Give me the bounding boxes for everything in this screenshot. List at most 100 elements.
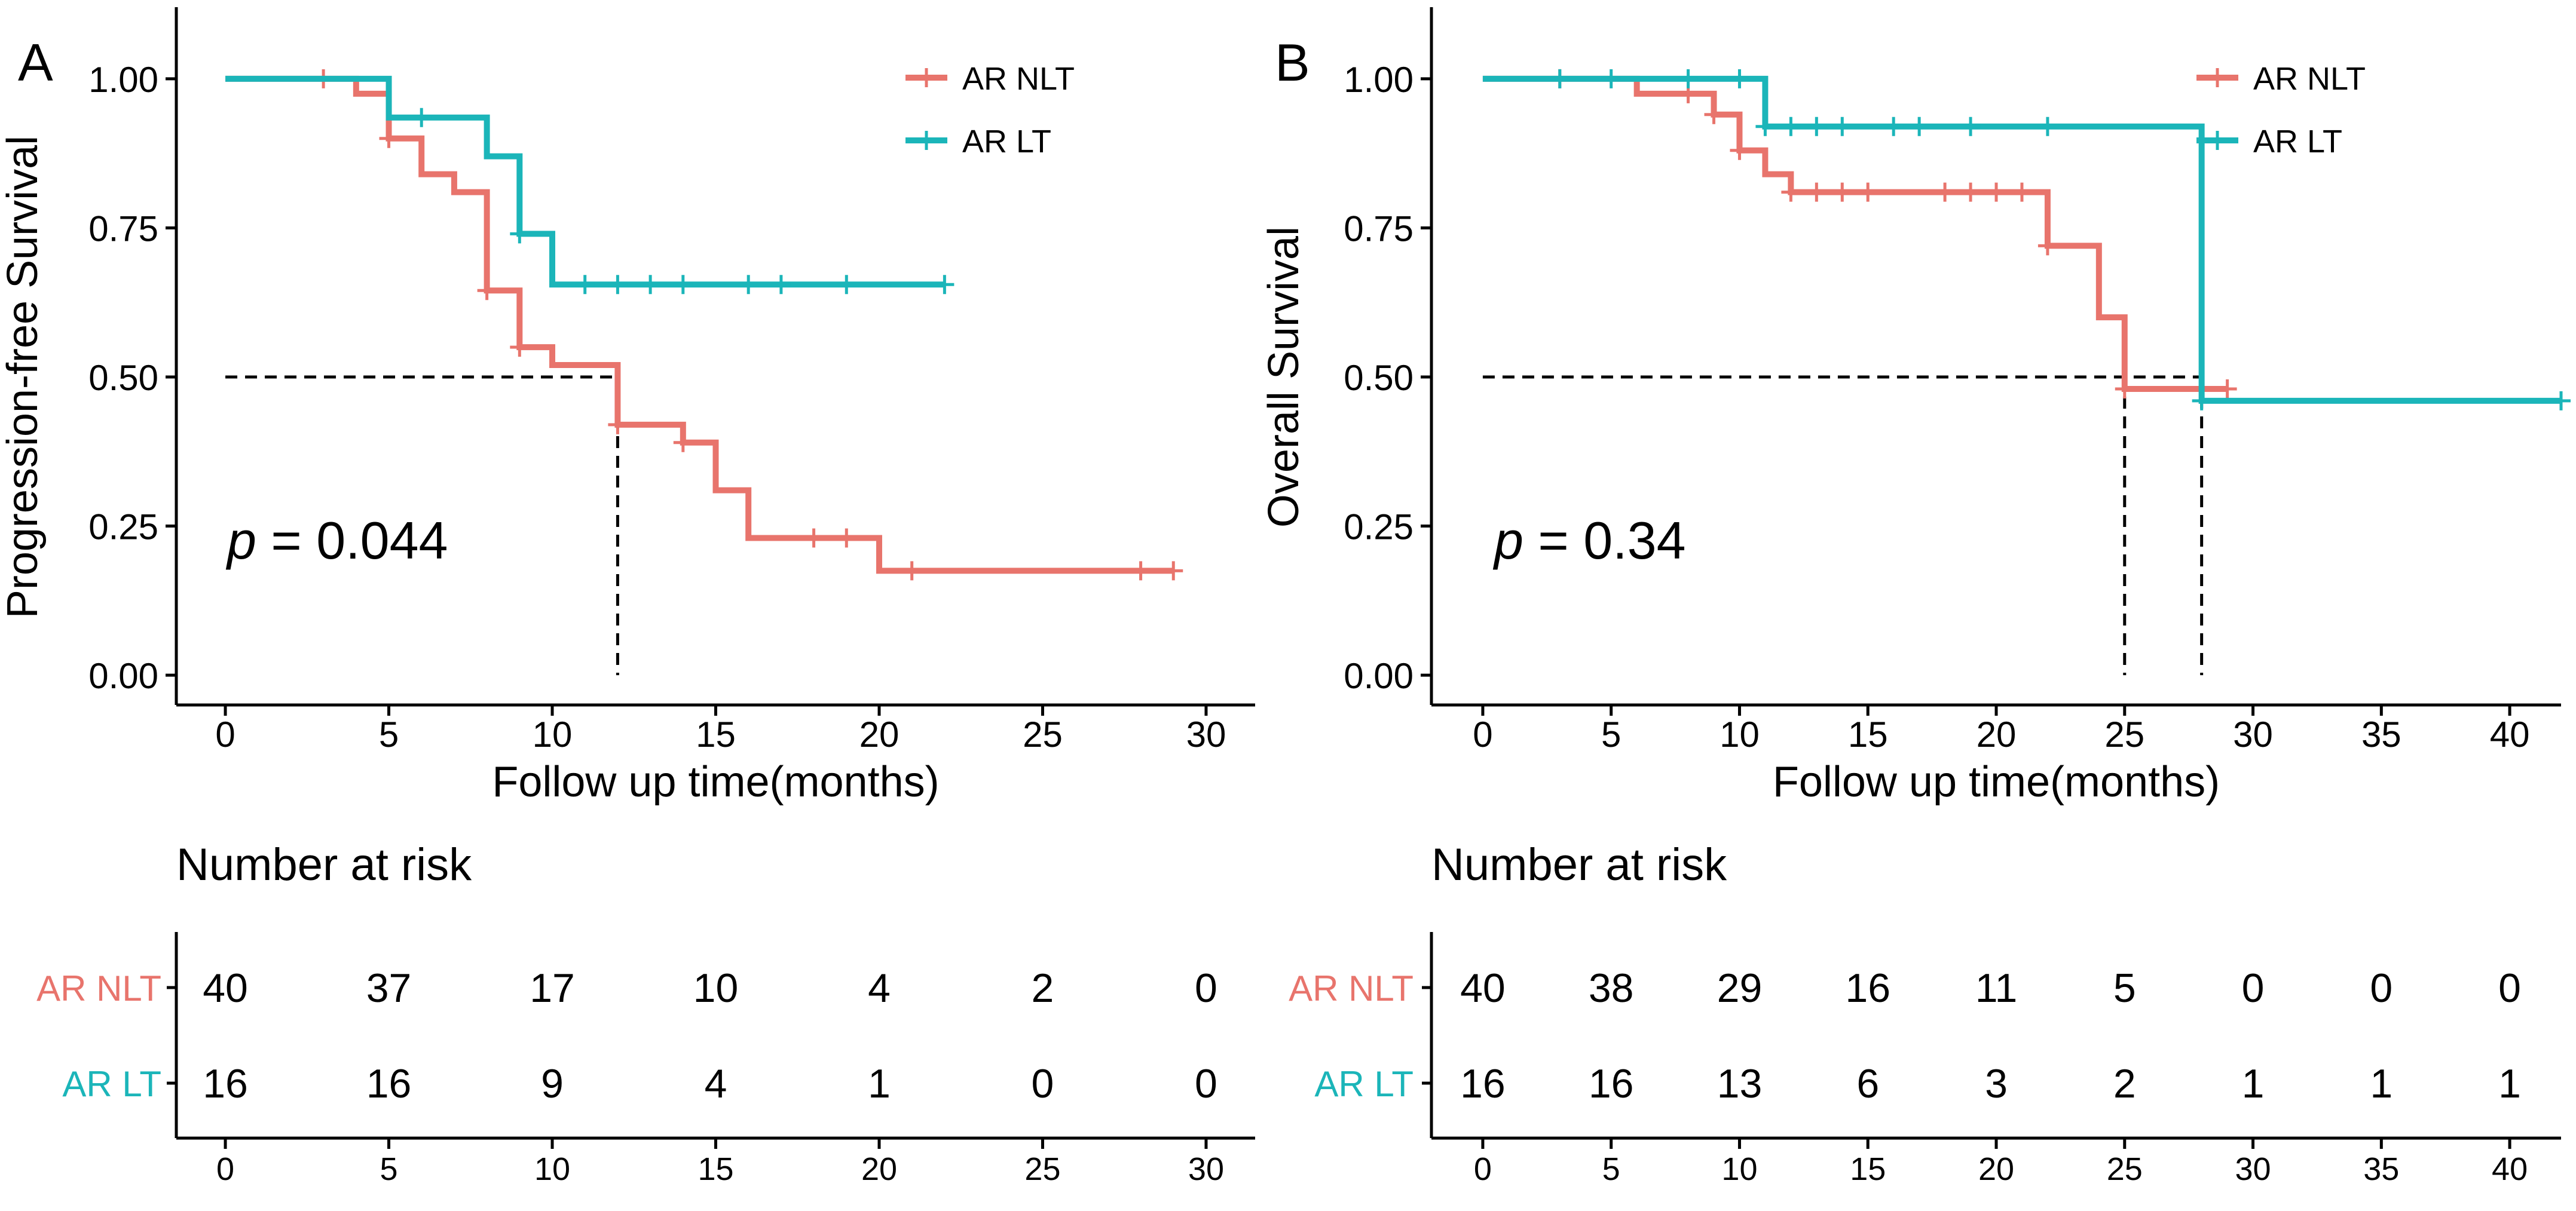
risk-count-ar-nlt: 2 [1032, 965, 1054, 1011]
censor-mark-ar-nlt [1781, 182, 1801, 202]
y-axis-title: Progression-free Survival [0, 136, 47, 618]
km-curve-ar-lt [225, 75, 945, 288]
risk-row-label-ar-lt: AR LT [1314, 1064, 1414, 1104]
risk-x-tick-label: 25 [1024, 1151, 1060, 1187]
km-curve-ar-lt [1482, 75, 2561, 404]
x-tick-label: 10 [533, 715, 573, 755]
censor-mark-ar-lt [935, 275, 954, 295]
censor-mark-ar-nlt [2012, 182, 2032, 202]
censor-mark-ar-lt [412, 108, 432, 127]
km-curve-ar-nlt [1482, 75, 2228, 392]
risk-count-ar-lt: 2 [2113, 1061, 2136, 1106]
censor-mark-ar-lt [1678, 69, 1698, 88]
risk-table-title: Number at risk [1431, 839, 1727, 890]
panel-label: A [18, 33, 53, 92]
censor-mark-ar-nlt [1730, 140, 1749, 160]
risk-count-ar-lt: 9 [541, 1061, 564, 1106]
risk-x-tick-label: 30 [2235, 1151, 2271, 1187]
risk-x-tick-label: 0 [1474, 1151, 1492, 1187]
censor-mark-ar-lt [2551, 391, 2571, 410]
risk-x-tick-label: 35 [2363, 1151, 2399, 1187]
x-tick-label: 20 [859, 715, 900, 755]
risk-x-tick-label: 5 [1602, 1151, 1620, 1187]
y-tick-label: 1.00 [1344, 60, 1414, 100]
censor-mark-ar-nlt [379, 128, 399, 148]
censor-mark-ar-nlt [804, 528, 824, 548]
risk-count-ar-nlt: 11 [1975, 965, 2018, 1011]
risk-count-ar-lt: 1 [2242, 1061, 2265, 1106]
risk-count-ar-nlt: 0 [2242, 965, 2265, 1011]
risk-count-ar-nlt: 29 [1717, 965, 1763, 1011]
x-tick-label: 15 [1848, 715, 1888, 755]
y-tick-label: 0.50 [1344, 358, 1414, 398]
x-axis-title: Follow up time(months) [1773, 758, 2220, 806]
censor-mark-ar-lt [1550, 69, 1570, 88]
censor-mark-ar-lt [608, 275, 628, 295]
risk-count-ar-nlt: 40 [1460, 965, 1506, 1011]
risk-x-tick-label: 30 [1188, 1151, 1224, 1187]
x-tick-label: 5 [379, 715, 399, 755]
panel-label: B [1275, 33, 1310, 92]
legend-label-ar-nlt: AR NLT [962, 61, 1075, 97]
x-tick-label: 25 [2104, 715, 2144, 755]
risk-x-tick-label: 10 [1721, 1151, 1757, 1187]
censor-mark-ar-nlt [902, 561, 922, 581]
censor-mark-ar-nlt [1164, 561, 1183, 581]
y-axis-title: Overall Survival [1260, 226, 1308, 528]
risk-x-tick-label: 0 [216, 1151, 234, 1187]
censor-mark-ar-lt [1961, 116, 1981, 136]
censor-mark-ar-nlt [1858, 182, 1878, 202]
risk-x-tick-label: 15 [697, 1151, 733, 1187]
x-tick-label: 10 [1720, 715, 1760, 755]
censor-mark-ar-nlt [608, 415, 628, 434]
censor-mark-ar-nlt [2115, 379, 2134, 398]
x-tick-label: 30 [1186, 715, 1226, 755]
risk-count-ar-lt: 3 [1985, 1061, 2008, 1106]
risk-count-ar-lt: 6 [1856, 1061, 1879, 1106]
legend-label-ar-nlt: AR NLT [2253, 61, 2366, 97]
risk-count-ar-lt: 1 [2498, 1061, 2521, 1106]
x-tick-label: 5 [1601, 715, 1621, 755]
censor-mark-ar-nlt [837, 528, 856, 548]
y-tick-label: 0.75 [88, 209, 158, 249]
censor-mark-ar-lt [2192, 391, 2211, 410]
censor-mark-ar-lt [771, 275, 791, 295]
censor-mark-ar-nlt [1987, 182, 2006, 202]
risk-count-ar-nlt: 0 [1195, 965, 1217, 1011]
censor-mark-ar-nlt [1704, 105, 1724, 124]
risk-count-ar-lt: 16 [203, 1061, 248, 1106]
risk-count-ar-nlt: 37 [366, 965, 412, 1011]
risk-x-tick-label: 20 [861, 1151, 897, 1187]
risk-count-ar-lt: 0 [1195, 1061, 1217, 1106]
censor-mark-ar-lt [2037, 116, 2057, 136]
risk-count-ar-nlt: 38 [1589, 965, 1634, 1011]
censor-mark-ar-nlt [1131, 561, 1151, 581]
censor-mark-ar-lt [510, 224, 530, 244]
risk-row-label-ar-lt: AR LT [62, 1064, 161, 1104]
risk-count-ar-nlt: 5 [2113, 965, 2136, 1011]
censor-mark-ar-nlt [2217, 379, 2237, 398]
censor-mark-ar-nlt [2037, 236, 2057, 256]
p-symbol: p [1492, 511, 1538, 570]
risk-count-ar-nlt: 40 [203, 965, 248, 1011]
censor-mark-ar-nlt [477, 281, 497, 301]
x-tick-label: 0 [1473, 715, 1492, 755]
x-tick-label: 20 [1977, 715, 2017, 755]
risk-count-ar-lt: 16 [1460, 1061, 1506, 1106]
censor-mark-ar-lt [1910, 116, 1929, 136]
p-value-text: p = 0.044 [225, 511, 448, 570]
risk-row-label-ar-nlt: AR NLT [36, 968, 161, 1008]
risk-x-tick-label: 15 [1850, 1151, 1886, 1187]
legend-label-ar-lt: AR LT [2253, 124, 2342, 160]
y-tick-label: 0.25 [88, 507, 158, 547]
risk-row-label-ar-nlt: AR NLT [1289, 968, 1414, 1008]
y-tick-label: 0.00 [88, 656, 158, 696]
risk-count-ar-lt: 1 [2370, 1061, 2393, 1106]
p-symbol: p [225, 511, 271, 570]
p-value-text: p = 0.34 [1492, 511, 1686, 570]
y-tick-label: 1.00 [88, 60, 158, 100]
y-tick-label: 0.00 [1344, 656, 1414, 696]
risk-count-ar-nlt: 0 [2498, 965, 2521, 1011]
censor-mark-ar-nlt [1961, 182, 1981, 202]
